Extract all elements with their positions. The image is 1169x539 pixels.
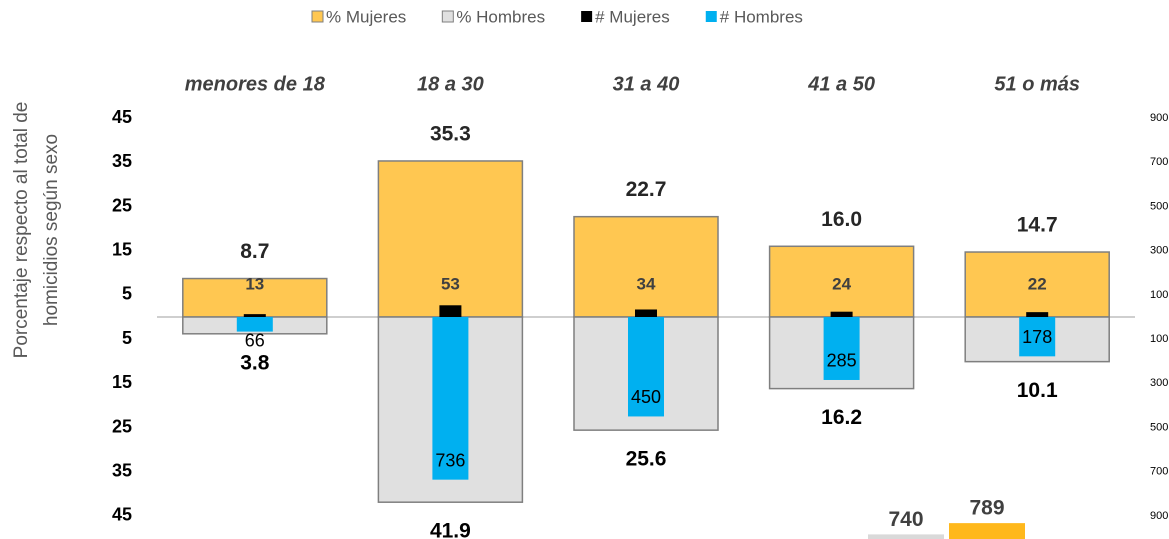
value-label: 13 <box>245 274 264 293</box>
value-label: 34 <box>637 274 656 293</box>
category-label: menores de 18 <box>185 73 326 95</box>
extra-bar-label: 789 <box>969 497 1004 520</box>
count-bar <box>243 314 266 317</box>
y2-tick-label: 700 <box>1150 156 1168 168</box>
value-label: 285 <box>827 351 857 371</box>
y2-tick-label: 700 <box>1150 466 1168 478</box>
count-bar <box>1019 317 1056 357</box>
count-bar <box>830 311 853 317</box>
y-tick-label: 45 <box>112 505 132 525</box>
y2-tick-label: 300 <box>1150 245 1168 257</box>
y-axis-label: homicidios según sexo <box>41 134 62 326</box>
y2-tick-label: 100 <box>1150 289 1168 301</box>
legend-label: # Hombres <box>720 7 803 26</box>
legend-label: # Mujeres <box>595 7 670 26</box>
value-label: 22.7 <box>626 178 667 201</box>
count-bar <box>823 317 860 380</box>
value-label: 24 <box>832 274 851 293</box>
value-label: 66 <box>245 330 265 350</box>
legend-swatch <box>311 10 324 23</box>
count-bar <box>432 317 469 480</box>
value-label: 35.3 <box>430 123 471 146</box>
y-tick-label: 25 <box>112 195 132 215</box>
legend-label: % Mujeres <box>326 7 406 26</box>
value-label: 178 <box>1022 327 1052 347</box>
count-bar <box>439 305 462 317</box>
value-label: 14.7 <box>1017 214 1058 237</box>
value-label: 22 <box>1028 274 1047 293</box>
legend-swatch <box>441 10 454 23</box>
value-label: 736 <box>435 450 465 470</box>
value-label: 10.1 <box>1017 379 1058 402</box>
legend-swatch <box>705 11 717 22</box>
y2-tick-label: 100 <box>1150 333 1168 345</box>
value-label: 53 <box>441 274 460 293</box>
value-label: 16.0 <box>821 208 862 231</box>
value-label: 41.9 <box>430 520 471 539</box>
percent-bar <box>573 215 719 318</box>
y-tick-label: 5 <box>122 328 132 348</box>
y-tick-label: 15 <box>112 372 132 392</box>
y-tick-label: 35 <box>112 460 132 480</box>
count-bar <box>628 317 664 417</box>
extra-bar <box>949 523 1025 539</box>
y-tick-label: 15 <box>112 239 132 259</box>
percent-bar <box>964 251 1110 318</box>
y2-tick-label: 500 <box>1150 421 1168 433</box>
category-label: 51 o más <box>994 73 1080 95</box>
extra-bar-label: 740 <box>888 508 923 531</box>
y-tick-label: 25 <box>112 416 132 436</box>
y2-tick-label: 900 <box>1150 510 1168 522</box>
percent-bar <box>377 160 524 318</box>
value-label: 3.8 <box>240 351 270 374</box>
value-label: 450 <box>631 387 661 407</box>
category-label: 41 a 50 <box>807 73 875 95</box>
y2-tick-label: 500 <box>1150 200 1168 212</box>
legend-label: % Hombres <box>456 7 545 26</box>
y-tick-label: 45 <box>112 107 132 127</box>
y-tick-label: 5 <box>122 284 132 304</box>
count-bar <box>635 309 657 317</box>
value-label: 8.7 <box>240 240 269 263</box>
count-bar <box>236 317 273 332</box>
y-axis-label: Porcentaje respecto al total de <box>11 102 32 359</box>
value-label: 25.6 <box>626 448 667 471</box>
y2-tick-label: 900 <box>1150 112 1168 124</box>
count-bar <box>1026 312 1049 317</box>
value-label: 16.2 <box>821 406 862 429</box>
legend-swatch <box>581 11 593 22</box>
category-label: 18 a 30 <box>417 73 484 95</box>
y2-tick-label: 300 <box>1150 377 1168 389</box>
y-tick-label: 35 <box>112 151 132 171</box>
category-label: 31 a 40 <box>613 73 680 95</box>
extra-bar <box>868 534 944 539</box>
